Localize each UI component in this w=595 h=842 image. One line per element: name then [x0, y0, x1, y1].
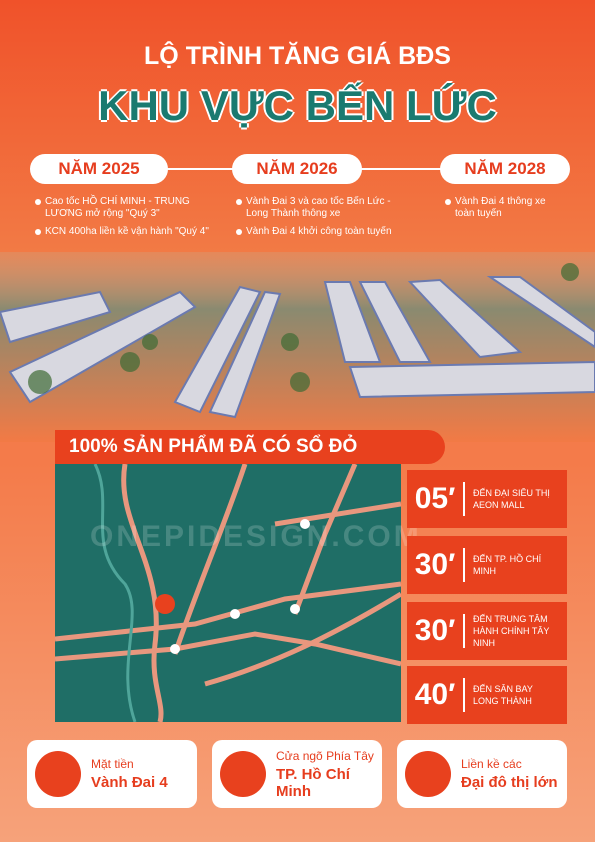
- time: 30′: [407, 614, 465, 648]
- items: Cao tốc HỒ CHÍ MINH - TRUNG LƯƠNG mở rộn…: [35, 196, 210, 244]
- feature-line2: Đại đô thị lớn: [461, 774, 558, 791]
- item: Vành Đai 4 khởi công toàn tuyến: [236, 226, 406, 238]
- feature-card: Liền kề các Đại đô thị lớn: [397, 740, 567, 808]
- subtitle: KHU VỰC BẾN LỨC: [98, 82, 497, 129]
- map: [55, 464, 401, 722]
- feature-line1: Liền kề các: [461, 757, 522, 771]
- item: KCN 400ha liền kề vận hành "Quý 4": [35, 226, 210, 238]
- feature-card: Mặt tiền Vành Đai 4: [27, 740, 197, 808]
- year-pill: NĂM 2025: [30, 154, 168, 184]
- feature-line1: Mặt tiền: [91, 757, 134, 771]
- item: Vành Đai 4 thông xe toàn tuyến: [445, 196, 565, 220]
- label: ĐẾN SÂN BAY LONG THÀNH: [473, 684, 533, 706]
- items: Vành Đai 4 thông xe toàn tuyến: [445, 196, 565, 226]
- watermark: ONEPIDESIGN.COM: [90, 520, 422, 553]
- item: Cao tốc HỒ CHÍ MINH - TRUNG LƯƠNG mở rộn…: [35, 196, 210, 220]
- feature-line2: TP. Hồ Chí Minh: [276, 765, 350, 800]
- item: Vành Đai 3 và cao tốc Bến Lức - Long Thà…: [236, 196, 406, 220]
- label: ĐẾN TRUNG TÂM HÀNH CHÍNH TÂY NINH: [473, 614, 550, 648]
- time: 05′: [407, 482, 465, 516]
- icon: [220, 751, 266, 797]
- icon: [405, 751, 451, 797]
- distance: 05′ ĐẾN ĐẠI SIÊU THỊ AEON MALL: [407, 470, 567, 528]
- items: Vành Đai 3 và cao tốc Bến Lức - Long Thà…: [236, 196, 406, 244]
- title: LỘ TRÌNH TĂNG GIÁ BĐS: [144, 42, 451, 70]
- icon: [35, 751, 81, 797]
- distance: 40′ ĐẾN SÂN BAY LONG THÀNH: [407, 666, 567, 724]
- feature-line1: Cửa ngõ Phía Tây: [276, 748, 374, 763]
- distance: 30′ ĐẾN TRUNG TÂM HÀNH CHÍNH TÂY NINH: [407, 602, 567, 660]
- banner: 100% SẢN PHẨM ĐÃ CÓ SỔ ĐỎ: [55, 430, 445, 464]
- time: 30′: [407, 548, 465, 582]
- time: 40′: [407, 678, 465, 712]
- year-pill: NĂM 2026: [232, 154, 362, 184]
- year-pill: NĂM 2028: [440, 154, 570, 184]
- feature-card: Cửa ngõ Phía Tây TP. Hồ Chí Minh: [212, 740, 382, 808]
- label: ĐẾN ĐẠI SIÊU THỊ AEON MALL: [473, 488, 550, 510]
- feature-line2: Vành Đai 4: [91, 774, 168, 791]
- label: ĐẾN TP. HỒ CHÍ MINH: [473, 554, 542, 576]
- distance: 30′ ĐẾN TP. HỒ CHÍ MINH: [407, 536, 567, 594]
- aerial-photo: [0, 252, 595, 442]
